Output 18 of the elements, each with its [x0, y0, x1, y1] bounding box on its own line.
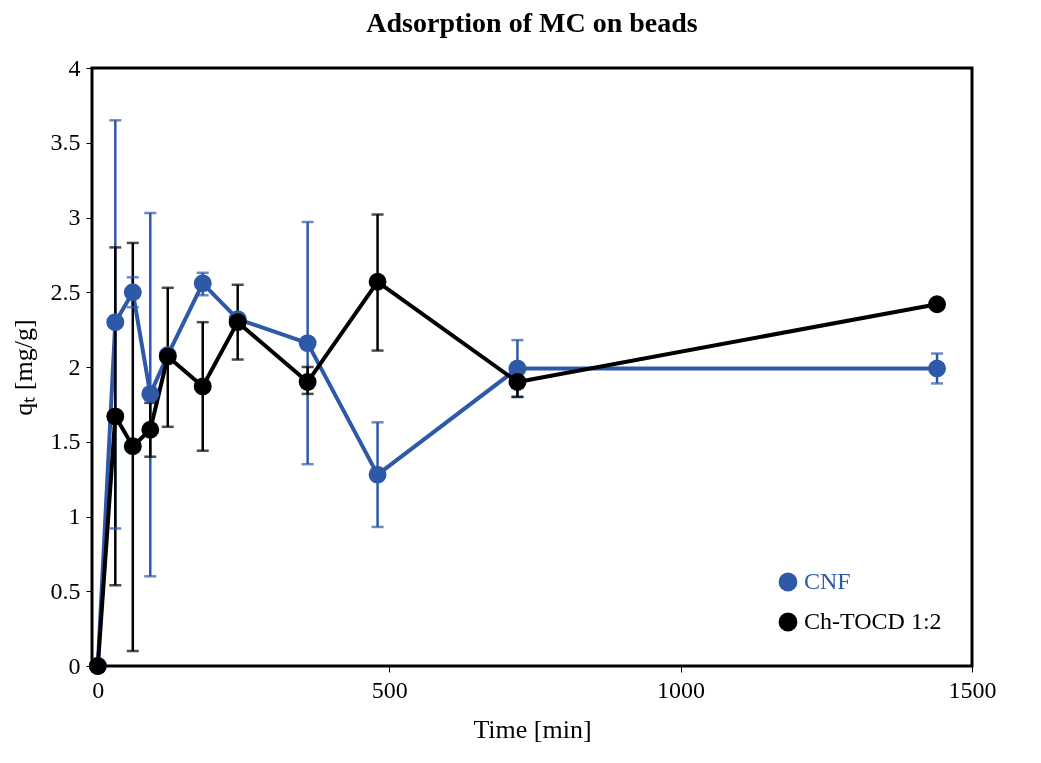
y-tick-label: 0 [68, 652, 81, 679]
x-tick-label: 500 [371, 676, 408, 703]
legend-label: Ch-TOCD 1:2 [804, 608, 942, 634]
y-axis-title: qₜ [mg/g] [8, 319, 38, 416]
y-tick-label: 3.5 [50, 129, 81, 156]
legend-label: CNF [804, 568, 851, 594]
x-axis-title: Time [min] [473, 714, 592, 744]
y-tick-label: 4 [68, 54, 81, 81]
x-tick-label: 1000 [657, 676, 706, 703]
y-tick-label: 2 [68, 353, 81, 380]
y-tick-label: 2.5 [50, 278, 81, 305]
x-tick-label: 0 [92, 676, 105, 703]
chart-title: Adsorption of MC on beads [366, 7, 698, 38]
y-tick-label: 1 [68, 503, 81, 529]
y-tick-label: 0.5 [50, 577, 81, 604]
x-tick-label: 1500 [948, 676, 997, 703]
y-tick-label: 1.5 [50, 428, 81, 455]
y-tick-label: 3 [68, 204, 81, 230]
